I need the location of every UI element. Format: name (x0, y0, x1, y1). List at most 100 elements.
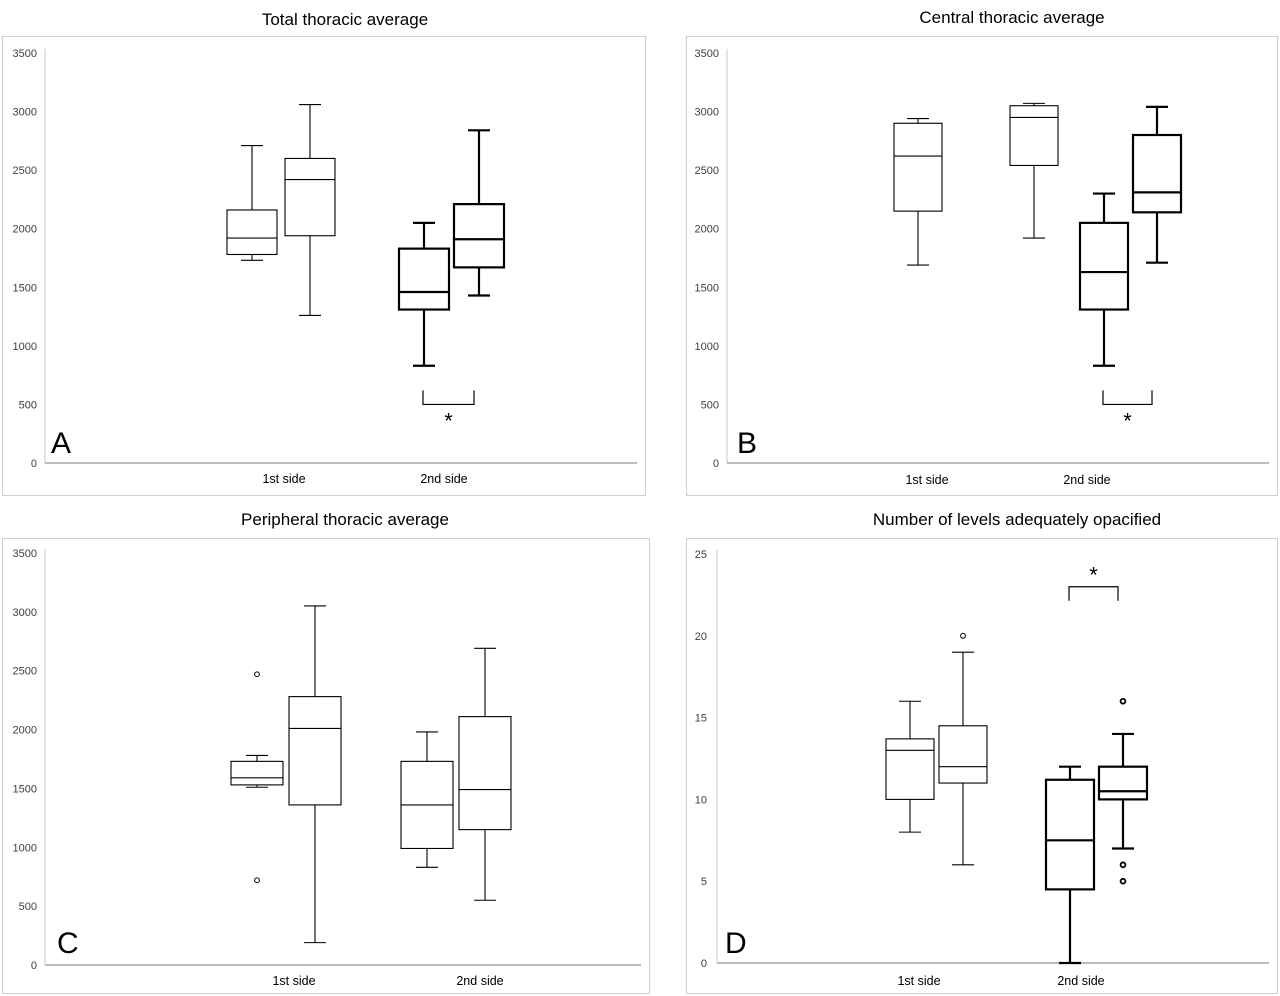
outlier-point (254, 671, 260, 678)
iqr-box (1078, 221, 1130, 311)
box-plot-group (230, 671, 284, 884)
iqr-box (893, 122, 943, 212)
iqr-box (1097, 765, 1149, 801)
box-plot-group (885, 700, 935, 833)
y-tick-label: 3000 (13, 607, 37, 619)
x-category-label: 1st side (272, 974, 315, 988)
box-plot-group (893, 118, 943, 266)
iqr-box (452, 203, 506, 269)
y-tick-label: 20 (695, 631, 707, 643)
iqr-box (1009, 105, 1059, 167)
boxplot-chart-a: 0 500 1000 1500 2000 2500 3000 3500 1st side 2nd … (13, 48, 637, 486)
x-category-label: 2nd side (456, 974, 503, 988)
box-plot-group (1009, 102, 1059, 239)
box-plot-group (284, 103, 336, 316)
y-tick-label: 25 (695, 549, 707, 561)
iqr-box (230, 760, 284, 786)
iqr-box (1044, 778, 1096, 891)
panel-letter: A (51, 427, 71, 460)
significance-bracket: * (422, 390, 475, 433)
chart-panel-a: 0 500 1000 1500 2000 2500 3000 3500 1st side 2nd … (2, 36, 646, 496)
box-plot-group (1044, 765, 1096, 965)
y-tick-label: 2500 (13, 165, 37, 177)
y-tick-label: 1500 (13, 282, 37, 294)
y-tick-label: 500 (19, 901, 37, 913)
iqr-box (885, 738, 935, 800)
y-tick-label: 3500 (13, 48, 37, 60)
y-tick-label: 0 (713, 458, 719, 470)
iqr-box (226, 209, 278, 256)
y-tick-label: 2500 (695, 165, 719, 177)
bracket-line (1068, 586, 1119, 601)
x-category-label: 2nd side (1057, 974, 1104, 988)
y-tick-label: 3500 (695, 48, 719, 60)
y-tick-label: 2500 (13, 666, 37, 678)
y-tick-label: 1000 (695, 341, 719, 353)
y-tick-label: 2000 (13, 725, 37, 737)
x-category-label: 1st side (905, 473, 948, 487)
y-tick-label: 2000 (695, 224, 719, 236)
outlier-point (254, 877, 260, 884)
y-tick-label: 1000 (13, 341, 37, 353)
y-tick-label: 0 (31, 458, 37, 470)
y-tick-label: 3000 (695, 107, 719, 119)
chart-panel-c: 0 500 1000 1500 2000 2500 3000 3500 1st side 2nd … (2, 538, 650, 994)
x-category-label: 2nd side (1063, 473, 1110, 487)
box-plot-group (1131, 105, 1183, 264)
iqr-box (458, 716, 512, 831)
iqr-box (1131, 133, 1183, 214)
chart-panel-d: 0 5 10 15 20 25 1st side 2nd side D * (686, 538, 1278, 994)
y-tick-label: 0 (31, 960, 37, 972)
box-plot-group (1097, 697, 1149, 885)
significance-star: * (444, 408, 453, 433)
y-tick-label: 500 (19, 399, 37, 411)
y-tick-label: 1000 (13, 842, 37, 854)
chart-title-a: Total thoracic average (261, 10, 429, 29)
iqr-box (397, 247, 451, 311)
y-tick-label: 3000 (13, 107, 37, 119)
box-plot-group (458, 647, 512, 901)
box-plot-group (226, 144, 278, 261)
box-plot-group (288, 605, 342, 944)
outlier-point (1119, 697, 1127, 705)
box-plot-group (397, 221, 451, 367)
chart-panel-b: 0 500 1000 1500 2000 2500 3000 3500 1st side 2nd … (686, 36, 1278, 496)
boxplot-chart-b: 0 500 1000 1500 2000 2500 3000 3500 1st side 2nd … (695, 48, 1269, 487)
significance-star: * (1089, 563, 1098, 588)
outlier-point (1119, 877, 1127, 885)
chart-title-b: Central thoracic average (919, 8, 1105, 27)
boxplot-chart-c: 0 500 1000 1500 2000 2500 3000 3500 1st side 2nd … (13, 548, 641, 988)
panel-letter: B (737, 427, 757, 460)
y-tick-label: 0 (701, 958, 707, 970)
chart-title-c: Peripheral thoracic average (241, 510, 449, 529)
iqr-box (284, 157, 336, 237)
box-plot-group (1078, 192, 1130, 367)
chart-title-d: Number of levels adequately opacified (872, 510, 1162, 529)
bracket-line (422, 390, 475, 406)
y-tick-label: 15 (695, 713, 707, 725)
panel-letter: D (725, 927, 747, 960)
y-tick-label: 10 (695, 794, 707, 806)
bracket-line (1102, 390, 1153, 406)
x-category-label: 1st side (262, 472, 305, 486)
x-category-label: 2nd side (420, 472, 467, 486)
y-tick-label: 1500 (13, 783, 37, 795)
outlier-point (1119, 861, 1127, 869)
y-tick-label: 5 (701, 876, 707, 888)
iqr-box (938, 725, 988, 784)
box-plot-group (938, 632, 988, 866)
y-tick-label: 1500 (695, 282, 719, 294)
outlier-point (960, 632, 966, 639)
x-category-label: 1st side (897, 974, 940, 988)
y-tick-label: 3500 (13, 548, 37, 560)
significance-star: * (1123, 408, 1132, 433)
panel-letter: C (57, 927, 79, 960)
box-plot-group (400, 731, 454, 868)
boxplot-chart-d: 0 5 10 15 20 25 1st side 2nd side D * (695, 549, 1269, 988)
significance-bracket: * (1068, 563, 1119, 601)
iqr-box (288, 696, 342, 806)
y-tick-label: 500 (701, 399, 719, 411)
significance-bracket: * (1102, 390, 1153, 433)
y-tick-label: 2000 (13, 224, 37, 236)
box-plot-group (452, 129, 506, 297)
